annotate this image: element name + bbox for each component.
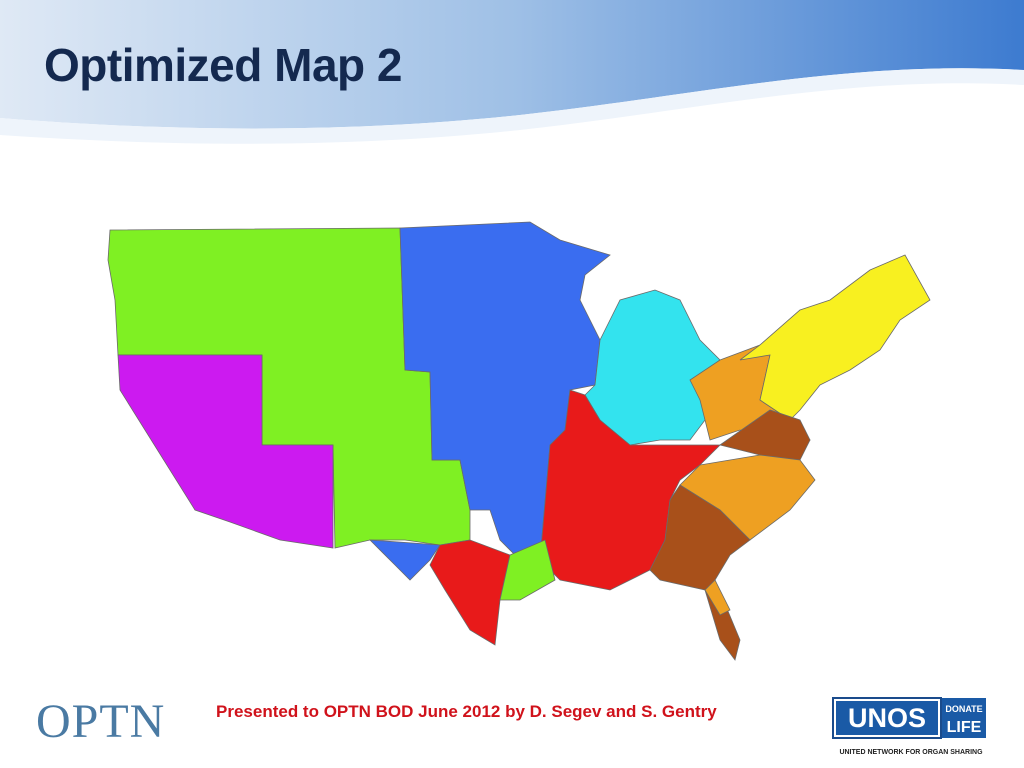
credit-text: Presented to OPTN BOD June 2012 by D. Se…: [216, 702, 717, 721]
region-magenta: [117, 354, 334, 549]
region-yellow: [739, 254, 931, 421]
unos-logo: UNOS DONATE LIFE UNITED NETWORK FOR ORGA…: [832, 697, 986, 756]
us-map: [107, 221, 931, 661]
unos-name: UNOS: [848, 703, 926, 733]
region-cyan: [584, 289, 721, 446]
region-red-texas: [429, 539, 511, 646]
badge-bottom: LIFE: [947, 719, 982, 736]
region-green-texas: [499, 539, 556, 601]
region-orange-florida: [704, 579, 731, 616]
optn-logo: OPTN: [36, 695, 166, 748]
region-brown-south: [649, 484, 751, 661]
region-blue-south: [368, 539, 441, 581]
unos-tagline: UNITED NETWORK FOR ORGAN SHARING: [839, 749, 983, 756]
badge-top: DONATE: [945, 704, 982, 714]
slide-title: Optimized Map 2: [44, 39, 402, 91]
